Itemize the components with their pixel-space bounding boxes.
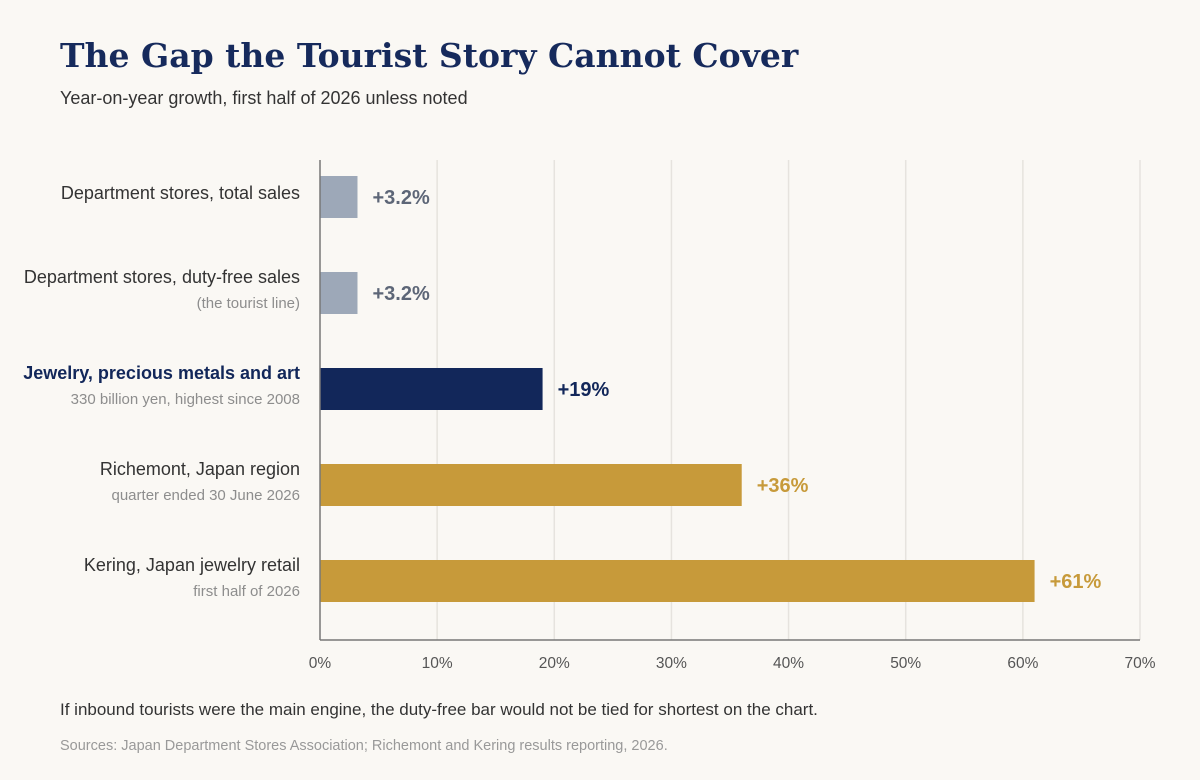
bar-2 [320,272,358,314]
bar-layer [320,176,1035,602]
bar-3 [320,368,543,410]
axis-layer: 0% 10% 20% 30% 40% 50% 60% 70% [309,160,1156,672]
category-sublabel: (the tourist line) [197,295,300,312]
category-label: Department stores, duty-free sales [24,267,300,287]
x-tick-label: 70% [1124,655,1155,672]
category-label: Department stores, total sales [61,183,300,203]
label-layer: +3.2% Department stores, total sales +3.2%… [23,183,1101,600]
category-label: Richemont, Japan region [100,459,300,479]
chart-sources: Sources: Japan Department Stores Associa… [60,738,668,754]
value-label: +61% [1050,571,1102,593]
value-label: +36% [757,475,809,497]
category-label: Kering, Japan jewelry retail [84,555,300,575]
value-label: +19% [558,379,610,401]
value-label: +3.2% [372,187,429,209]
category-label: Jewelry, precious metals and art [23,363,300,383]
x-tick-label: 30% [656,655,687,672]
x-tick-label: 20% [539,655,570,672]
value-label: +3.2% [372,283,429,305]
chart-footnote: If inbound tourists were the main engine… [60,700,818,719]
x-tick-label: 0% [309,655,332,672]
category-sublabel: 330 billion yen, highest since 2008 [71,391,300,408]
chart-title: The Gap the Tourist Story Cannot Cover [60,36,799,75]
chart-subtitle: Year-on-year growth, first half of 2026 … [60,88,468,108]
category-sublabel: first half of 2026 [193,583,300,600]
bar-5 [320,560,1035,602]
x-tick-label: 60% [1007,655,1038,672]
x-tick-label: 40% [773,655,804,672]
category-sublabel: quarter ended 30 June 2026 [112,487,301,504]
x-tick-label: 50% [890,655,921,672]
x-tick-label: 10% [422,655,453,672]
bar-1 [320,176,358,218]
bar-4 [320,464,742,506]
